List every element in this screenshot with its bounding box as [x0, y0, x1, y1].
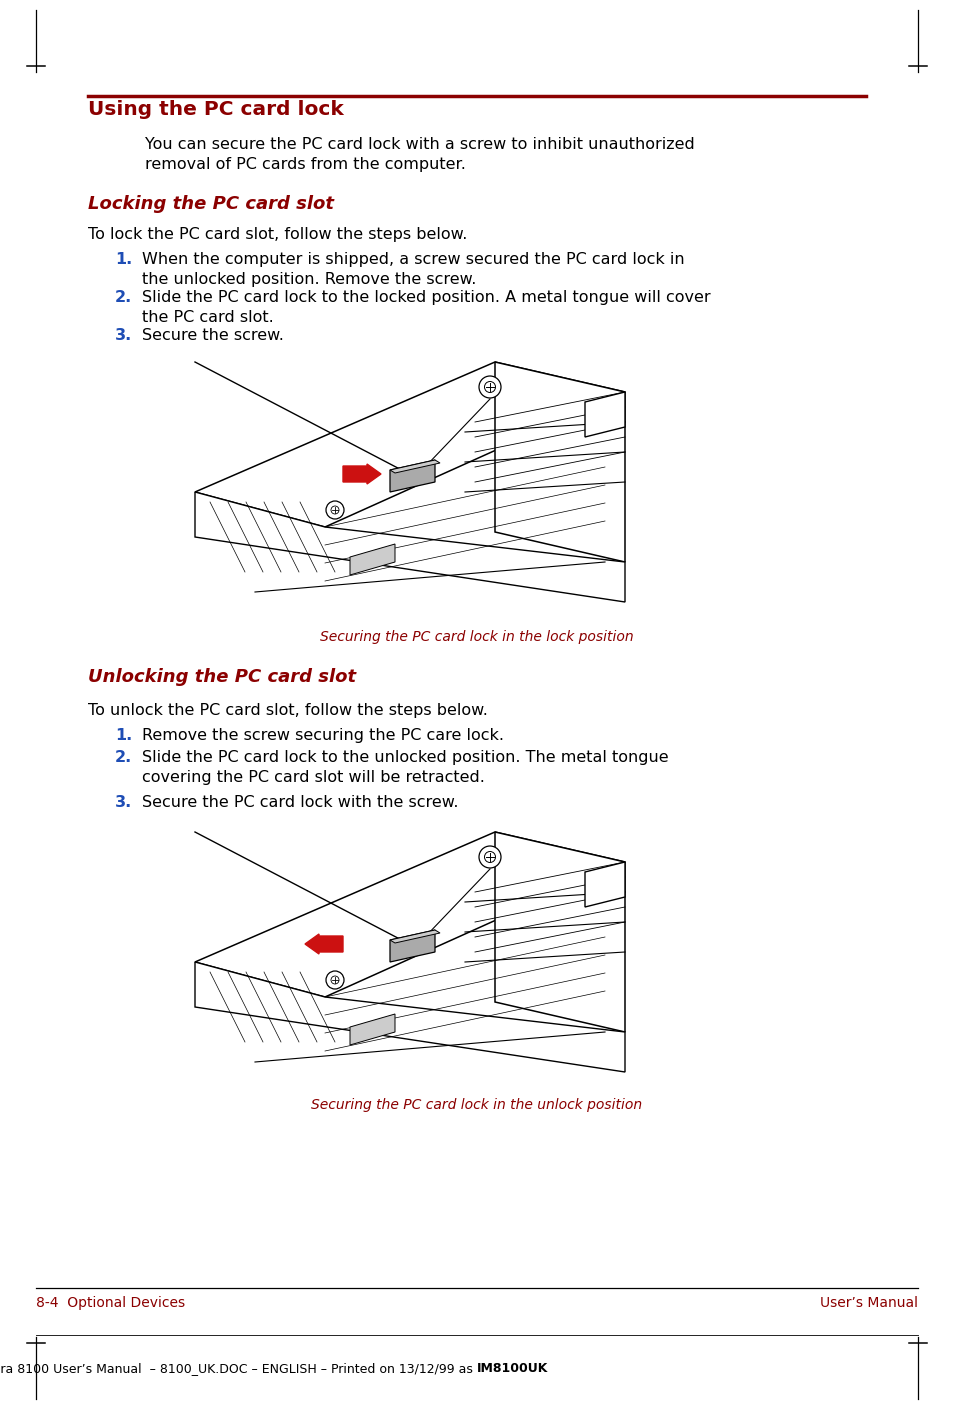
Polygon shape	[194, 831, 624, 998]
Polygon shape	[495, 831, 624, 1031]
Text: the PC card slot.: the PC card slot.	[142, 310, 274, 325]
Circle shape	[331, 506, 338, 514]
Polygon shape	[584, 862, 624, 907]
Text: Slide the PC card lock to the unlocked position. The metal tongue: Slide the PC card lock to the unlocked p…	[142, 750, 668, 765]
Polygon shape	[194, 362, 624, 527]
Text: Secure the PC card lock with the screw.: Secure the PC card lock with the screw.	[142, 795, 458, 810]
Text: Securing the PC card lock in the unlock position: Securing the PC card lock in the unlock …	[311, 1098, 642, 1112]
Text: 1.: 1.	[115, 252, 132, 266]
Circle shape	[478, 376, 500, 397]
FancyArrow shape	[305, 934, 343, 954]
Polygon shape	[194, 962, 624, 1072]
Polygon shape	[390, 459, 439, 473]
Text: 8-4  Optional Devices: 8-4 Optional Devices	[36, 1296, 185, 1310]
Polygon shape	[194, 492, 624, 602]
Text: To unlock the PC card slot, follow the steps below.: To unlock the PC card slot, follow the s…	[88, 703, 487, 719]
FancyArrow shape	[343, 464, 380, 485]
Polygon shape	[350, 544, 395, 575]
Text: User’s Manual: User’s Manual	[820, 1296, 917, 1310]
Text: Remove the screw securing the PC care lock.: Remove the screw securing the PC care lo…	[142, 728, 503, 743]
Text: IM8100UK: IM8100UK	[476, 1363, 548, 1375]
Text: the unlocked position. Remove the screw.: the unlocked position. Remove the screw.	[142, 272, 476, 287]
Polygon shape	[350, 1014, 395, 1045]
Circle shape	[484, 851, 495, 862]
Text: 1.: 1.	[115, 728, 132, 743]
Text: 2.: 2.	[115, 750, 132, 765]
Circle shape	[326, 502, 344, 519]
Text: 3.: 3.	[115, 328, 132, 342]
Text: removal of PC cards from the computer.: removal of PC cards from the computer.	[145, 156, 465, 172]
Text: 3.: 3.	[115, 795, 132, 810]
Text: Locking the PC card slot: Locking the PC card slot	[88, 194, 334, 213]
Circle shape	[484, 382, 495, 393]
Text: Securing the PC card lock in the lock position: Securing the PC card lock in the lock po…	[320, 630, 633, 644]
Polygon shape	[390, 930, 439, 943]
Polygon shape	[390, 459, 435, 492]
Text: covering the PC card slot will be retracted.: covering the PC card slot will be retrac…	[142, 769, 484, 785]
Polygon shape	[584, 392, 624, 437]
Text: Slide the PC card lock to the locked position. A metal tongue will cover: Slide the PC card lock to the locked pos…	[142, 290, 710, 304]
Circle shape	[478, 845, 500, 868]
Text: Tecra 8100 User’s Manual  – 8100_UK.DOC – ENGLISH – Printed on 13/12/99 as: Tecra 8100 User’s Manual – 8100_UK.DOC –…	[0, 1363, 476, 1375]
Text: To lock the PC card slot, follow the steps below.: To lock the PC card slot, follow the ste…	[88, 227, 467, 242]
Text: 2.: 2.	[115, 290, 132, 304]
Text: Secure the screw.: Secure the screw.	[142, 328, 284, 342]
Text: When the computer is shipped, a screw secured the PC card lock in: When the computer is shipped, a screw se…	[142, 252, 684, 266]
Text: Unlocking the PC card slot: Unlocking the PC card slot	[88, 668, 355, 686]
Text: Using the PC card lock: Using the PC card lock	[88, 100, 343, 118]
Circle shape	[326, 971, 344, 989]
Text: You can secure the PC card lock with a screw to inhibit unauthorized: You can secure the PC card lock with a s…	[145, 137, 694, 152]
Polygon shape	[390, 930, 435, 962]
Circle shape	[331, 976, 338, 983]
Polygon shape	[495, 362, 624, 562]
